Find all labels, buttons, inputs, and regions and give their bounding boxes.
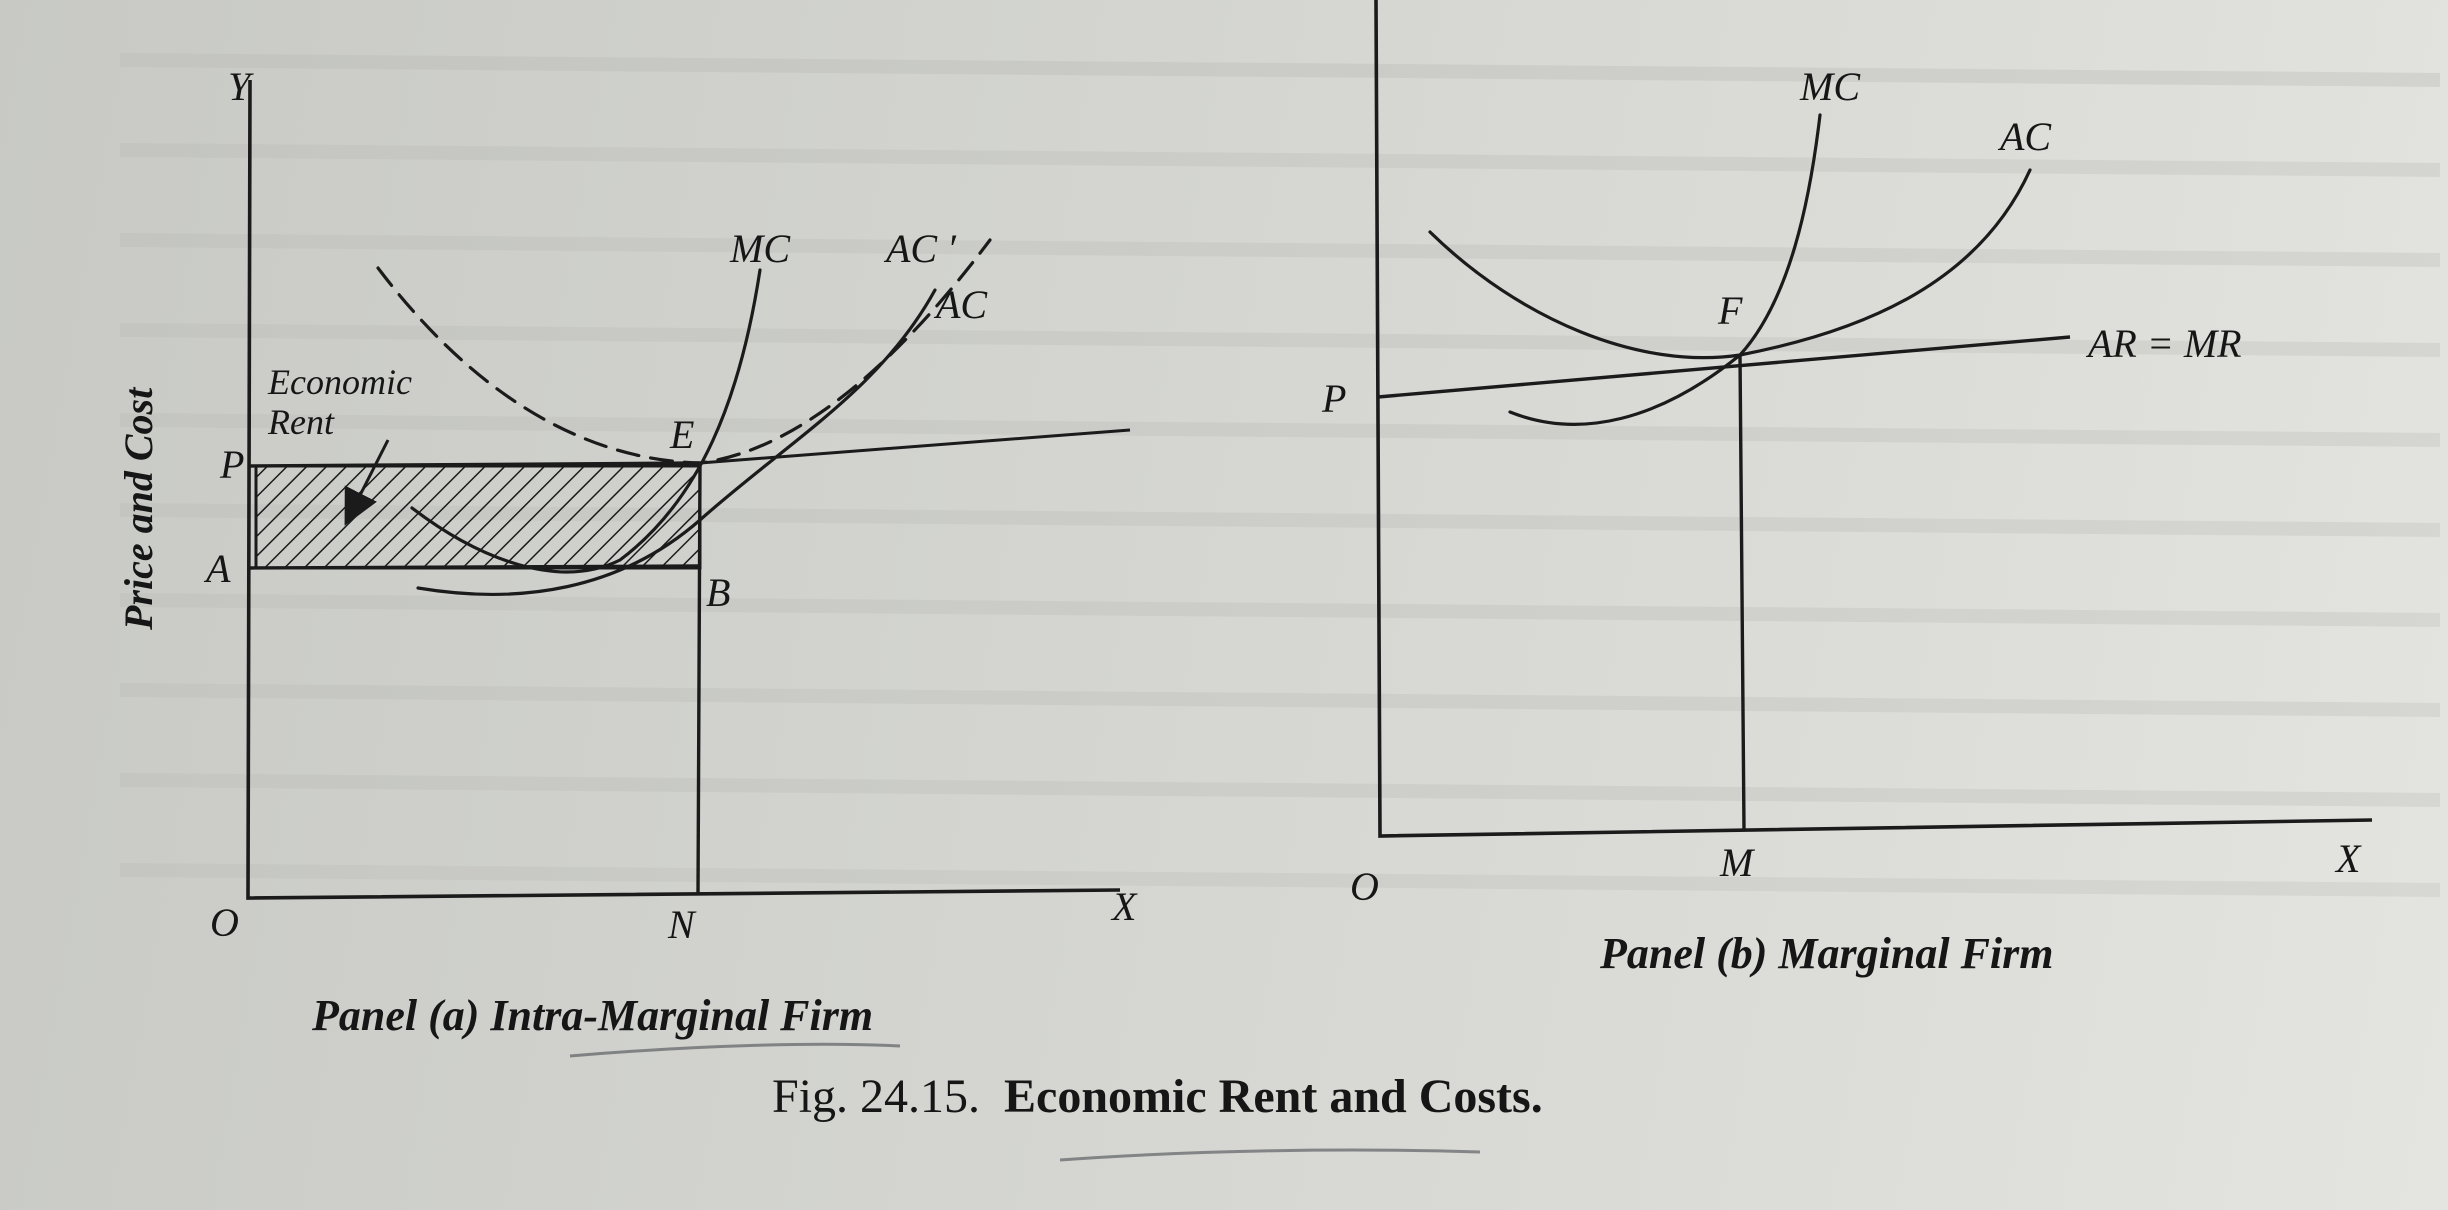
panel-a-point-p: P (219, 442, 244, 487)
economic-rent-arrow (344, 439, 390, 526)
figure-number: Fig. 24.15. (772, 1070, 980, 1123)
panel-a-point-e: E (669, 412, 694, 457)
price-line-extension (699, 428, 1131, 465)
panel-b-curve-ac: AC (1997, 114, 2052, 159)
panel-a-axes (246, 79, 1121, 900)
panel-a-point-n: N (667, 902, 697, 947)
panel-b-point-f: F (1717, 288, 1743, 333)
panel-b: X O P F M MC AC AR = MR Panel (b) Margin… (1321, 0, 2373, 978)
panel-a: Y X O Price and Cost P A E B N MC AC ′ A… (116, 64, 1138, 1040)
panel-a-caption: Panel (a) Intra-Marginal Firm (311, 991, 873, 1040)
economic-rent-label-line1: Economic (267, 362, 412, 402)
panel-a-curve-ac-prime: AC ′ (883, 226, 957, 271)
mc-curve-a (410, 268, 762, 574)
panel-a-y-axis-letter: Y (228, 64, 254, 109)
figure-title: Economic Rent and Costs. (1004, 1070, 1543, 1123)
ac-curve-a (416, 288, 937, 596)
panel-a-curve-mc: MC (729, 226, 791, 271)
price-line-p (249, 461, 701, 468)
panel-b-caption: Panel (b) Marginal Firm (1599, 929, 2054, 978)
figure-caption: Fig. 24.15. Economic Rent and Costs. (772, 1070, 1543, 1123)
panel-b-curve-ar-mr: AR = MR (2085, 321, 2242, 366)
quantity-line-m (1738, 354, 1746, 831)
panel-b-curve-mc: MC (1799, 64, 1861, 109)
panel-a-x-axis-letter: X (1110, 884, 1138, 929)
panel-a-origin: O (210, 900, 239, 945)
panel-b-x-axis-letter: X (2334, 836, 2362, 881)
panel-b-point-m: M (1719, 840, 1756, 885)
economic-rent-label-line2: Rent (267, 402, 335, 442)
mc-curve-b (1508, 113, 1822, 426)
pencil-underline-2 (1059, 1148, 1481, 1162)
quantity-line-n (696, 462, 702, 895)
panel-b-origin: O (1350, 864, 1379, 909)
panel-a-point-a: A (203, 546, 231, 591)
panel-a-y-axis-title: Price and Cost (116, 386, 161, 631)
panel-a-curve-ac: AC (933, 282, 988, 327)
economic-rent-area (254, 464, 702, 570)
cost-line-a (249, 564, 701, 570)
panel-b-point-p: P (1321, 376, 1346, 421)
pencil-underline (569, 1042, 901, 1058)
panel-a-point-b: B (706, 570, 730, 615)
panel-b-axes (1374, 0, 2373, 838)
